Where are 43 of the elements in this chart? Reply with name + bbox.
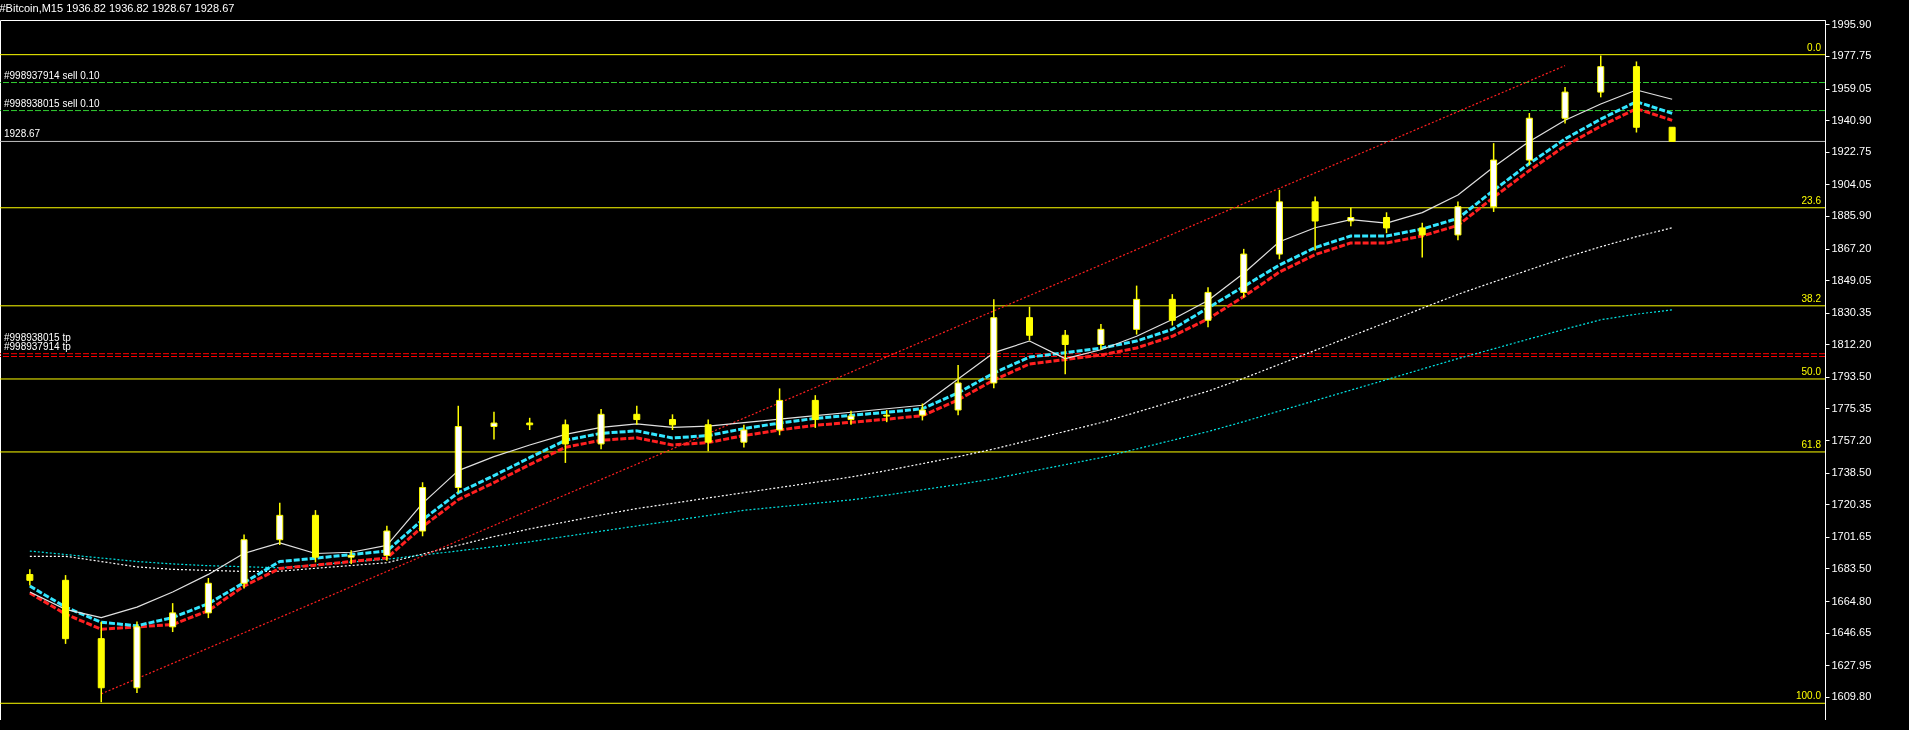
y-tick-label: 1609.80 xyxy=(1831,690,1872,703)
candlestick xyxy=(490,410,498,441)
candlestick xyxy=(1097,323,1105,351)
y-tick-label: 1646.65 xyxy=(1831,626,1872,639)
y-tick-label: 1830.35 xyxy=(1831,306,1872,319)
ref-line-label: #998938015 tp xyxy=(4,331,72,343)
candlestick xyxy=(740,424,748,449)
annotation: 23.6 xyxy=(1801,194,1822,206)
candlestick xyxy=(811,394,819,429)
y-tick-label: 1683.50 xyxy=(1831,561,1872,574)
annotation: 100.0 xyxy=(1795,690,1822,702)
annotation: 0.0 xyxy=(1807,41,1822,53)
y-tick-label: 1757.20 xyxy=(1831,433,1872,446)
y-tick-label: 1849.05 xyxy=(1831,273,1872,286)
y-tick-label: 1940.90 xyxy=(1831,113,1872,126)
y-tick-label: 1627.95 xyxy=(1831,658,1872,671)
y-tick-label: 1977.75 xyxy=(1831,49,1872,62)
ref-line-label: #998937914 sell 0.10 xyxy=(4,69,101,81)
candlestick xyxy=(633,405,641,426)
candlestick xyxy=(347,549,355,565)
y-tick-label: 1904.05 xyxy=(1831,177,1872,190)
annotation: 61.8 xyxy=(1801,438,1822,450)
y-tick-label: 1793.50 xyxy=(1831,370,1872,383)
y-tick-label: 1775.35 xyxy=(1831,401,1872,414)
candlestick xyxy=(1061,329,1069,376)
y-tick-label: 1995.90 xyxy=(1831,17,1872,30)
y-tick-label: 1701.65 xyxy=(1831,530,1872,543)
y-tick-label: 1885.90 xyxy=(1831,209,1872,222)
candlestick xyxy=(169,602,177,633)
chart-title: #Bitcoin,M15 1936.82 1936.82 1928.67 1928.67 xyxy=(0,2,235,15)
y-tick-label: 1664.80 xyxy=(1831,594,1872,607)
candlestick xyxy=(1383,211,1391,234)
y-tick-label: 1922.75 xyxy=(1831,145,1872,158)
y-tick-label: 1720.35 xyxy=(1831,497,1872,510)
ref-line-label: #998938015 sell 0.10 xyxy=(4,97,101,109)
y-tick-label: 1812.20 xyxy=(1831,337,1872,350)
annotation: 38.2 xyxy=(1801,292,1822,304)
y-tick-label: 1959.05 xyxy=(1831,82,1872,95)
y-tick-label: 1738.50 xyxy=(1831,466,1872,479)
y-tick-label: 1867.20 xyxy=(1831,242,1872,255)
annotation: 50.0 xyxy=(1801,365,1822,377)
candlestick xyxy=(1418,221,1426,259)
ref-line-label: 1928.67 xyxy=(4,128,41,140)
